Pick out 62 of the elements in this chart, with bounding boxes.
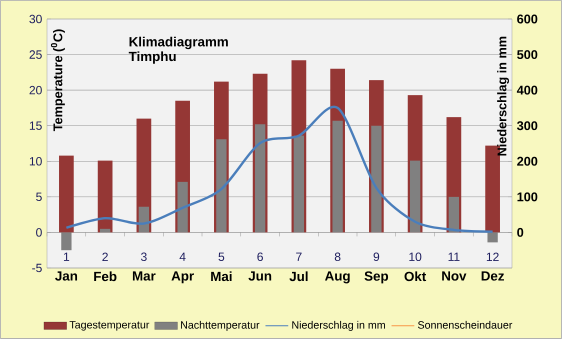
x-tick-label: Nov bbox=[442, 271, 466, 281]
x-tick-label: Dez bbox=[482, 271, 504, 281]
y2-tick-label: 500 bbox=[517, 50, 538, 60]
x-tick-label: Okt bbox=[404, 271, 426, 282]
y2-tick-label: 100 bbox=[518, 192, 538, 202]
y2-axis-title: Niederschlag in mm bbox=[497, 36, 509, 156]
bar bbox=[332, 120, 343, 232]
y2-tick-label: 300 bbox=[516, 121, 538, 130]
x-tick-label: Aug bbox=[325, 271, 350, 284]
y-tick-label: 30 bbox=[29, 14, 42, 24]
x-tick-label: Apr bbox=[171, 271, 194, 284]
bar bbox=[138, 206, 150, 232]
annotation: 3 bbox=[141, 252, 147, 262]
x-tick-label: Jan bbox=[55, 271, 78, 281]
y2-tick-label: 400 bbox=[516, 86, 538, 95]
y-axis-title: Temperature ($^{0}$C) bbox=[50, 29, 65, 132]
annotation: 11 bbox=[448, 252, 460, 261]
legend-label: Sonnenscheindauer bbox=[418, 320, 512, 329]
annotation: 5 bbox=[218, 252, 224, 261]
x-tick-label: Jul bbox=[289, 271, 308, 282]
bar bbox=[410, 160, 420, 232]
bar bbox=[100, 228, 110, 232]
annotation: 8 bbox=[334, 252, 340, 262]
annotation: 1 bbox=[64, 252, 70, 261]
legend-label: Niederschlag in mm bbox=[292, 320, 385, 331]
legend-label: Tagestemperatur bbox=[70, 321, 150, 331]
bar bbox=[216, 139, 227, 232]
text: Timphu bbox=[128, 51, 176, 64]
y2-tick-label: 200 bbox=[517, 156, 538, 166]
y-tick-label: 15 bbox=[30, 122, 42, 130]
bar bbox=[59, 156, 74, 232]
bar bbox=[61, 232, 72, 250]
text: Klimadiagramm bbox=[130, 36, 228, 50]
y2-tick-label: 600 bbox=[517, 14, 538, 24]
legend-label: Nachttemperatur bbox=[181, 320, 260, 331]
bar bbox=[177, 182, 188, 232]
bar bbox=[254, 124, 266, 232]
y2-tick-label: 0 bbox=[517, 228, 524, 237]
y-tick-label: 10 bbox=[30, 157, 42, 166]
x-tick-label: Mai bbox=[211, 271, 232, 282]
y-tick-label: 20 bbox=[30, 86, 42, 94]
y-tick-label: 0 bbox=[36, 228, 42, 237]
x-tick-label: Jun bbox=[248, 271, 272, 281]
x-tick-label: Feb bbox=[94, 271, 116, 282]
bar bbox=[98, 160, 112, 232]
annotation: 7 bbox=[296, 252, 302, 261]
y-tick-label: 5 bbox=[36, 192, 42, 202]
y-tick-label: -5 bbox=[32, 264, 42, 272]
annotation: 10 bbox=[409, 252, 422, 262]
y-tick-label: 25 bbox=[30, 50, 42, 59]
annotation: 6 bbox=[257, 252, 263, 262]
x-tick-label: Sep bbox=[364, 271, 388, 284]
bar bbox=[487, 232, 498, 242]
bar bbox=[294, 136, 304, 232]
annotation: 12 bbox=[486, 252, 499, 261]
x-tick-label: Mar bbox=[132, 271, 156, 281]
annotation: 4 bbox=[180, 252, 186, 261]
line-series bbox=[65, 106, 494, 233]
annotation: 9 bbox=[374, 252, 380, 262]
bar bbox=[371, 126, 382, 232]
annotation: 2 bbox=[102, 252, 108, 261]
bar bbox=[448, 196, 460, 232]
